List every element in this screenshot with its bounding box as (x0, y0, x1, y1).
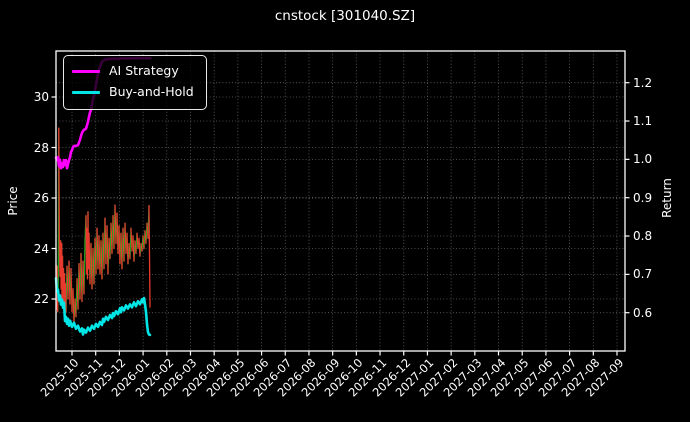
return-tick-label: 1.2 (633, 75, 653, 90)
buy-and-hold-line (54, 276, 152, 337)
legend-label-ai-strategy: AI Strategy (109, 63, 179, 79)
return-tick-label: 0.6 (633, 305, 653, 320)
legend-item-ai-strategy: AI Strategy (72, 61, 194, 82)
return-tick-label: 0.8 (633, 229, 653, 244)
ai-strategy-line-swatch (72, 69, 100, 74)
price-tick-label: 26 (33, 191, 49, 205)
price-tick-label: 22 (33, 292, 49, 306)
legend-item-buy-and-hold: Buy-and-Hold (72, 82, 194, 103)
buy-and-hold-line-swatch (72, 90, 100, 95)
price-tick-label: 28 (33, 140, 49, 155)
price-tick-label: 30 (33, 90, 49, 104)
chart-title: cnstock [301040.SZ] (274, 8, 416, 24)
legend: AI Strategy Buy-and-Hold (63, 55, 207, 110)
return-tick-label: 1.0 (633, 152, 653, 167)
return-tick-label: 0.7 (633, 267, 653, 282)
return-tick-label: 1.1 (633, 114, 653, 129)
price-tick-label: 24 (33, 241, 49, 256)
legend-label-buy-and-hold: Buy-and-Hold (109, 84, 194, 100)
y-axis-label-return: Return (660, 178, 674, 218)
axes-spine (55, 50, 626, 352)
return-tick-label: 0.9 (633, 190, 653, 205)
